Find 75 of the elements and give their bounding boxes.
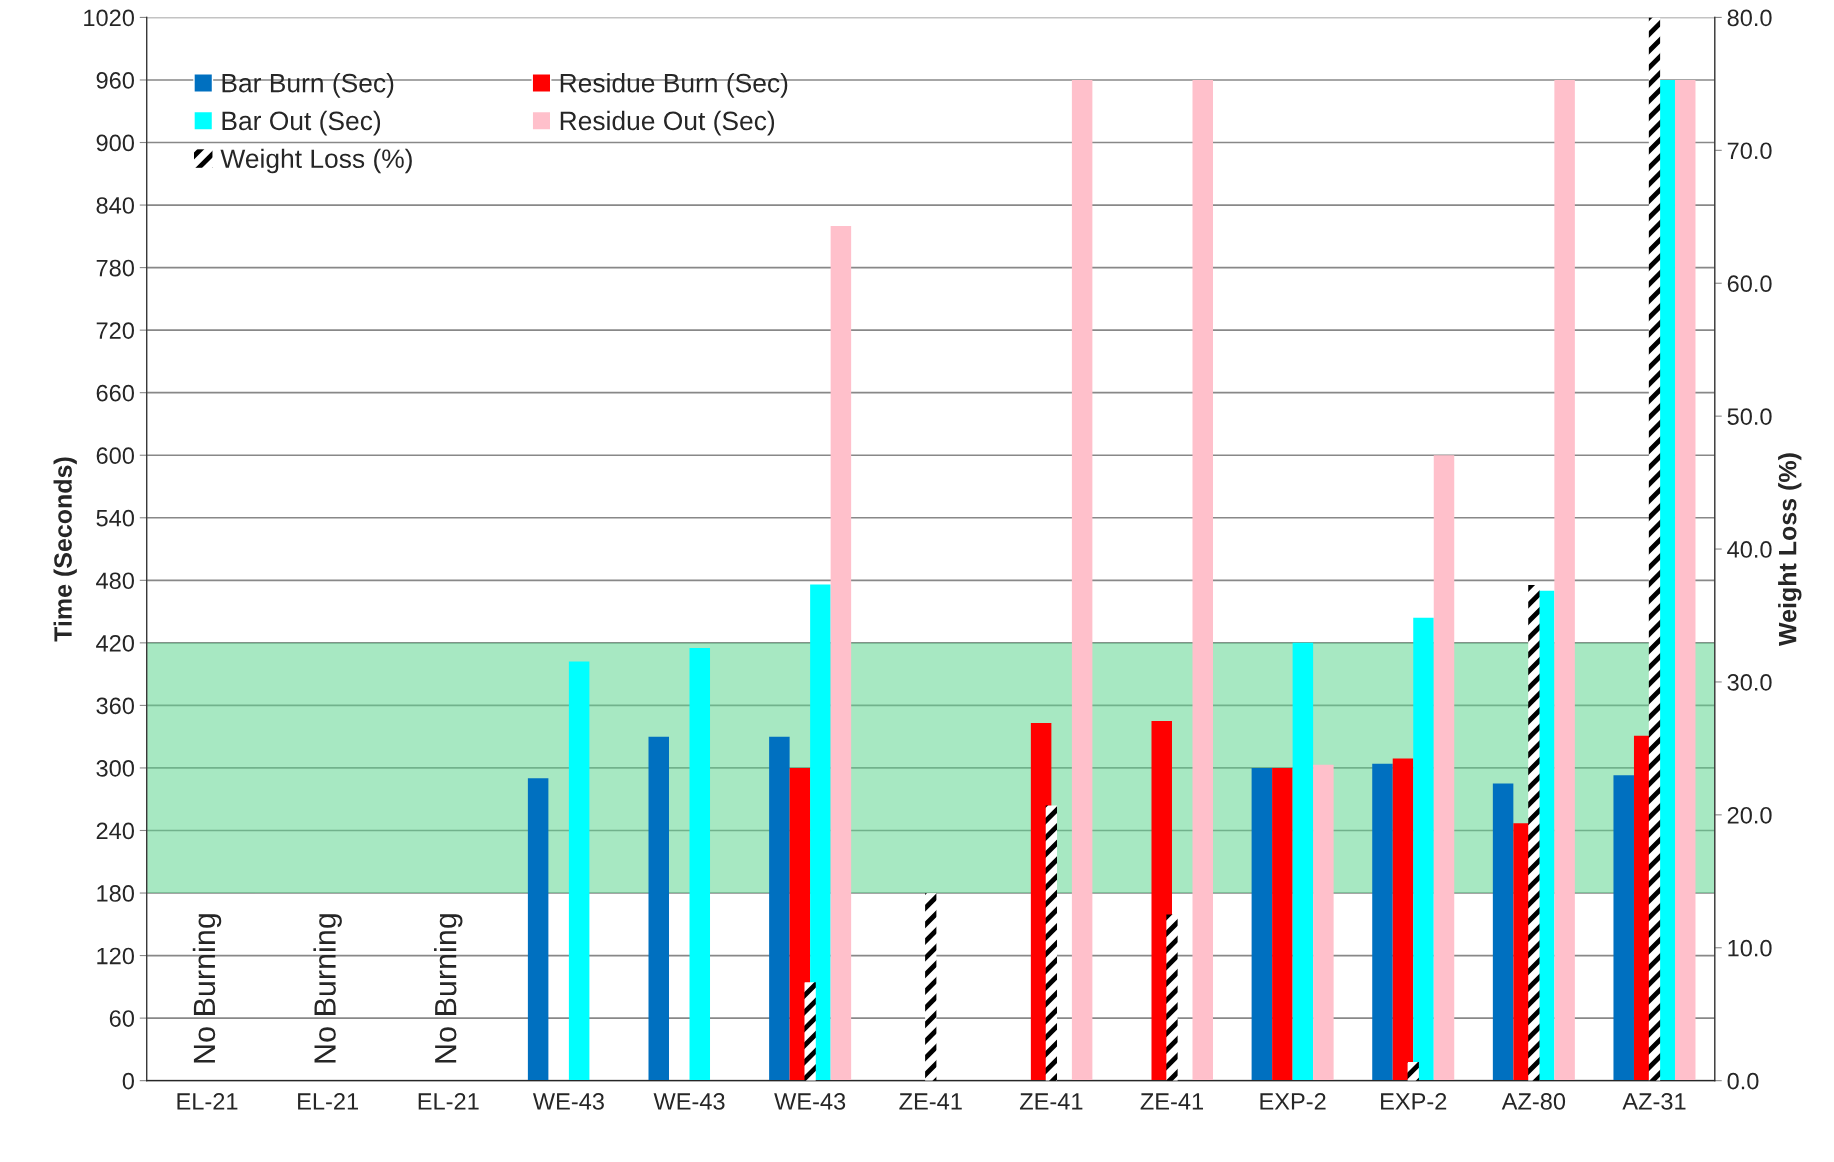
bar bbox=[1272, 767, 1293, 1081]
bar bbox=[1413, 617, 1434, 1081]
y-tick-label: 120 bbox=[97, 947, 134, 965]
bar bbox=[1392, 758, 1414, 1081]
bar bbox=[1674, 79, 1696, 1081]
bar bbox=[1313, 764, 1334, 1081]
annotation: No Burning bbox=[192, 914, 222, 1063]
legend-label: Bar Burn (Sec) bbox=[222, 73, 394, 98]
y-tick-label: 840 bbox=[96, 197, 134, 214]
bar bbox=[689, 648, 711, 1081]
y-tick-label: 480 bbox=[96, 572, 134, 590]
y2-tick-label: 80.0 bbox=[1727, 9, 1772, 27]
x-tick-label: WE-43 bbox=[532, 1093, 604, 1110]
x-tick-label: WE-43 bbox=[774, 1093, 846, 1110]
bar bbox=[830, 225, 852, 1081]
bar bbox=[1251, 767, 1273, 1081]
y2-tick-label: 10.0 bbox=[1728, 939, 1772, 957]
x-tick-label: ZE-41 bbox=[1140, 1093, 1203, 1110]
y-tick-label: 60 bbox=[109, 1010, 134, 1027]
y-tick-label: 540 bbox=[96, 509, 134, 527]
bar bbox=[1554, 79, 1575, 1081]
bar bbox=[527, 778, 549, 1081]
x-tick-label: WE-43 bbox=[653, 1093, 725, 1110]
legend-label: Weight Loss (%) bbox=[220, 148, 412, 174]
x-tick-label: EXP-2 bbox=[1381, 1093, 1447, 1110]
y-tick-label: 600 bbox=[96, 447, 134, 465]
x-tick-label: AZ-31 bbox=[1622, 1093, 1686, 1110]
annotation: No Burning bbox=[313, 914, 342, 1063]
bar bbox=[1071, 79, 1093, 1081]
x-tick-label: AZ-80 bbox=[1501, 1093, 1566, 1110]
y2-tick-label: 40.0 bbox=[1727, 541, 1772, 558]
y2-tick-label: 50.0 bbox=[1727, 408, 1772, 425]
y2-tick-label: 0.0 bbox=[1727, 1072, 1759, 1090]
legend-label: Residue Burn (Sec) bbox=[560, 73, 788, 98]
y-tick-label: 960 bbox=[96, 72, 134, 89]
bar bbox=[925, 893, 937, 1081]
y-tick-label: 240 bbox=[96, 822, 134, 840]
y-tick-label: 900 bbox=[96, 134, 134, 152]
bar bbox=[1166, 914, 1178, 1081]
bar bbox=[810, 584, 831, 1081]
y-tick-label: 180 bbox=[97, 885, 134, 902]
y-tick-label: 360 bbox=[96, 697, 134, 715]
y-tick-label: 420 bbox=[96, 634, 134, 652]
x-tick-label: ZE-41 bbox=[899, 1093, 962, 1110]
bar bbox=[769, 736, 790, 1081]
bar bbox=[1492, 783, 1514, 1081]
x-tick-label: ZE-41 bbox=[1019, 1093, 1083, 1110]
y2-axis-title: Weight Loss (%) bbox=[1778, 453, 1802, 647]
legend-label: Residue Out (Sec) bbox=[560, 110, 775, 136]
x-tick-label: EXP-2 bbox=[1260, 1093, 1326, 1110]
bar bbox=[1372, 763, 1393, 1081]
y-tick-label: 300 bbox=[96, 760, 134, 777]
y-tick-label: 720 bbox=[96, 322, 134, 339]
y2-tick-label: 70.0 bbox=[1727, 142, 1772, 160]
y2-tick-label: 60.0 bbox=[1727, 275, 1772, 293]
legend-label: Bar Out (Sec) bbox=[222, 110, 381, 136]
y-tick-label: 780 bbox=[96, 259, 134, 277]
bar bbox=[1407, 1062, 1419, 1081]
bar bbox=[804, 982, 816, 1081]
bar bbox=[568, 661, 590, 1081]
x-tick-label: EL-21 bbox=[418, 1093, 479, 1110]
y-axis-title: Time (Seconds) bbox=[53, 457, 77, 642]
y-tick-label: 0 bbox=[122, 1072, 134, 1090]
y-tick-label: 1020 bbox=[84, 9, 134, 27]
y2-tick-label: 30.0 bbox=[1727, 674, 1772, 691]
bar bbox=[1433, 455, 1455, 1081]
bar bbox=[1613, 775, 1634, 1081]
bar bbox=[648, 736, 670, 1081]
y-tick-label: 660 bbox=[96, 384, 134, 402]
x-tick-label: EL-21 bbox=[177, 1093, 238, 1110]
x-tick-label: EL-21 bbox=[298, 1093, 358, 1110]
y2-tick-label: 20.0 bbox=[1727, 806, 1772, 824]
bar bbox=[1292, 642, 1314, 1081]
bar bbox=[1192, 79, 1214, 1081]
annotation: No Burning bbox=[434, 914, 463, 1063]
